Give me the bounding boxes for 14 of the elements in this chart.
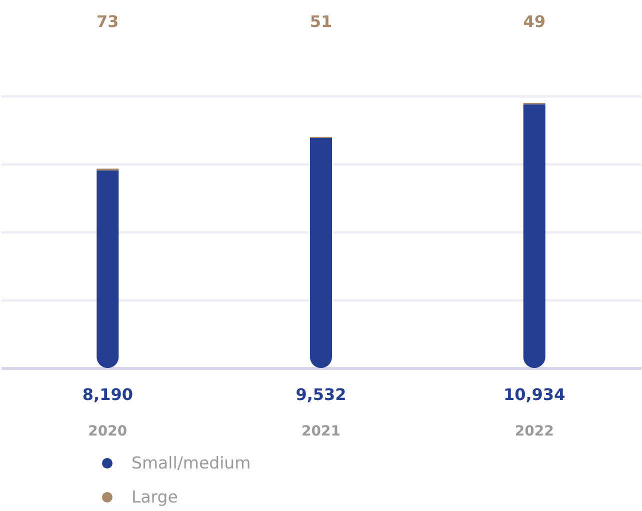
data-label: 10,934	[503, 385, 566, 404]
x-tick-label: 2020	[88, 424, 128, 440]
data-label: 8,190	[82, 385, 133, 404]
bar	[523, 104, 546, 368]
bar	[96, 170, 119, 368]
data-label: 49	[523, 12, 546, 31]
x-tick-label: 2021	[302, 424, 340, 440]
data-label: 73	[96, 12, 119, 31]
x-tick-label: 2022	[514, 424, 554, 440]
legend-label: Small/medium	[132, 453, 251, 472]
data-label: 51	[310, 12, 332, 31]
data-label: 9,532	[296, 385, 346, 404]
bar	[310, 138, 332, 368]
legend-label: Large	[132, 487, 178, 506]
